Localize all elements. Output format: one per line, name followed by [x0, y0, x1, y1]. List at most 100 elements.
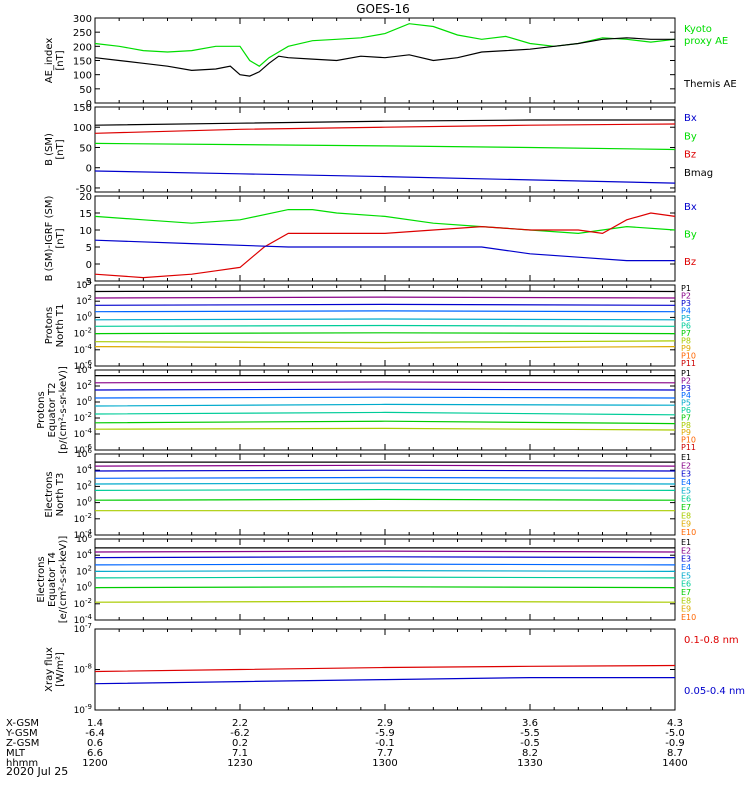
series-line	[94, 664, 676, 673]
axis-row-value: 6.6	[87, 748, 103, 759]
legend-entry: 0.05-0.4 nm	[684, 686, 745, 697]
series-line	[94, 420, 676, 425]
legend-entry: P9	[681, 344, 691, 353]
y-tick-label: 100	[76, 581, 92, 594]
legend-entry: E5	[681, 571, 691, 580]
axis-row-value: 2.9	[377, 718, 393, 729]
series-line	[94, 556, 676, 559]
legend-entry: E8	[681, 511, 691, 520]
series-line	[94, 119, 675, 126]
legend-entry: Themis AE	[683, 79, 737, 90]
axis-row-value: -5.9	[375, 728, 395, 739]
y-tick-label: 10-7	[74, 622, 92, 635]
y-tick-label: 10-2	[74, 327, 92, 340]
axis-row-value: 1400	[662, 758, 687, 769]
series-line	[94, 600, 676, 603]
legend-entry: Bz	[684, 150, 696, 161]
y-tick-label: 10-4	[74, 613, 93, 626]
legend-entry: Bx	[684, 113, 697, 124]
series-line	[94, 489, 676, 491]
axis-row-value: -0.9	[665, 738, 685, 749]
series-line	[94, 123, 676, 134]
y-axis-label: B (SM)[nT]	[44, 133, 66, 166]
series-line	[94, 403, 676, 407]
legend-entry: E10	[681, 528, 696, 537]
series-line	[94, 464, 676, 467]
panel-frame	[94, 628, 676, 711]
y-tick-label: 50	[79, 143, 92, 154]
series-line	[94, 346, 676, 349]
y-tick-label: 5	[86, 243, 92, 254]
panel-8: Xray flux[W/m²] 10-9 10-8 10-7 0.1-0.8 nm 0.0…	[44, 622, 745, 716]
panel-1: AE_index[nT] 0 50 100 150 200 250 300 Kyoto proxy…	[44, 14, 737, 110]
y-tick-label: 0	[86, 260, 92, 271]
axis-row-label: MLT	[6, 748, 26, 759]
series-line	[94, 498, 676, 501]
panel-7: ElectronsEquator T4[e/(cm²-s-sr-keV)] 10-…	[36, 532, 696, 626]
legend-entry: P4	[681, 391, 691, 400]
y-tick-label: 10-2	[74, 597, 92, 610]
legend-entry: Bmag	[684, 168, 713, 179]
series-line	[94, 296, 676, 299]
series-line	[94, 586, 676, 589]
series-line	[94, 676, 675, 685]
legend-entry: P5	[681, 314, 691, 323]
axis-row-value: 8.7	[667, 748, 683, 759]
legend-entry: By	[684, 131, 697, 142]
legend-entry: E3	[681, 470, 691, 479]
panel-frame	[94, 17, 676, 104]
legend-entry: 0.1-0.8 nm	[684, 635, 739, 646]
y-tick-label: 100	[76, 496, 92, 509]
legend-entry: E6	[681, 580, 691, 589]
legend-entry: P9	[681, 428, 691, 437]
y-tick-label: -50	[76, 184, 92, 195]
date-label: 2020 Jul 25	[6, 765, 68, 778]
y-tick-label: 100	[73, 123, 92, 134]
y-tick-label: 10-2	[74, 411, 92, 424]
legend-entry: Bz	[684, 257, 696, 268]
legend-entry: P11	[681, 359, 696, 368]
legend-entry: Kyoto proxy AE	[684, 24, 728, 47]
y-tick-label: 0	[86, 164, 92, 175]
y-tick-label: 10-8	[74, 663, 92, 676]
legend-entry: E1	[681, 538, 691, 547]
series-line	[94, 482, 676, 485]
legend-entry: P10	[681, 436, 696, 445]
legend-entry: E3	[681, 555, 691, 564]
series-line	[94, 563, 676, 566]
y-tick-label: 300	[73, 14, 92, 25]
series-line	[94, 569, 676, 573]
axis-row-value: -0.5	[520, 738, 540, 749]
y-tick-label: 150	[73, 103, 92, 114]
axis-row-value: 7.1	[232, 748, 248, 759]
y-tick-label: 100	[76, 395, 92, 408]
y-tick-label: 100	[76, 310, 92, 323]
series-line	[94, 37, 675, 77]
series-line	[94, 396, 676, 399]
series-line	[94, 550, 676, 553]
y-tick-label: 0	[86, 99, 92, 110]
legend-entry: E4	[681, 563, 691, 572]
y-tick-label: 104	[76, 363, 92, 376]
y-tick-label: 10-6	[74, 359, 93, 372]
legend-entry: E5	[681, 486, 691, 495]
axis-row-value: 7.7	[377, 748, 393, 759]
axis-row-value: -6.2	[230, 728, 250, 739]
legend-entry: P4	[681, 307, 691, 316]
legend-entry: P3	[681, 299, 691, 308]
axis-row-value: -5.0	[665, 728, 685, 739]
legend-entry: E2	[681, 461, 691, 470]
axis-row-value: -0.1	[375, 738, 395, 749]
axis-row-label: Z-GSM	[6, 738, 39, 749]
panel-6: ElectronsNorth T310-410-2100102104106E1E…	[44, 447, 696, 541]
legend: Kyoto proxy AE Themis AE	[683, 24, 737, 90]
panel-4: ProtonsNorth T1 10-6 10-4 10-2 100 102 104 P1P2…	[44, 278, 696, 372]
legend-entry: P10	[681, 352, 696, 361]
legend-entry: E7	[681, 503, 691, 512]
legend-entry: P7	[681, 329, 691, 338]
series-line	[94, 340, 676, 344]
